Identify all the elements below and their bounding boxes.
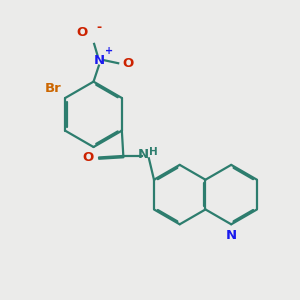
Text: O: O: [123, 57, 134, 70]
Text: N: N: [93, 54, 104, 67]
Text: +: +: [105, 46, 113, 56]
Text: N: N: [137, 148, 148, 161]
Text: N: N: [226, 229, 237, 242]
Text: O: O: [82, 151, 94, 164]
Text: O: O: [76, 26, 88, 38]
Text: H: H: [149, 147, 158, 157]
Text: -: -: [96, 21, 101, 34]
Text: Br: Br: [45, 82, 62, 95]
